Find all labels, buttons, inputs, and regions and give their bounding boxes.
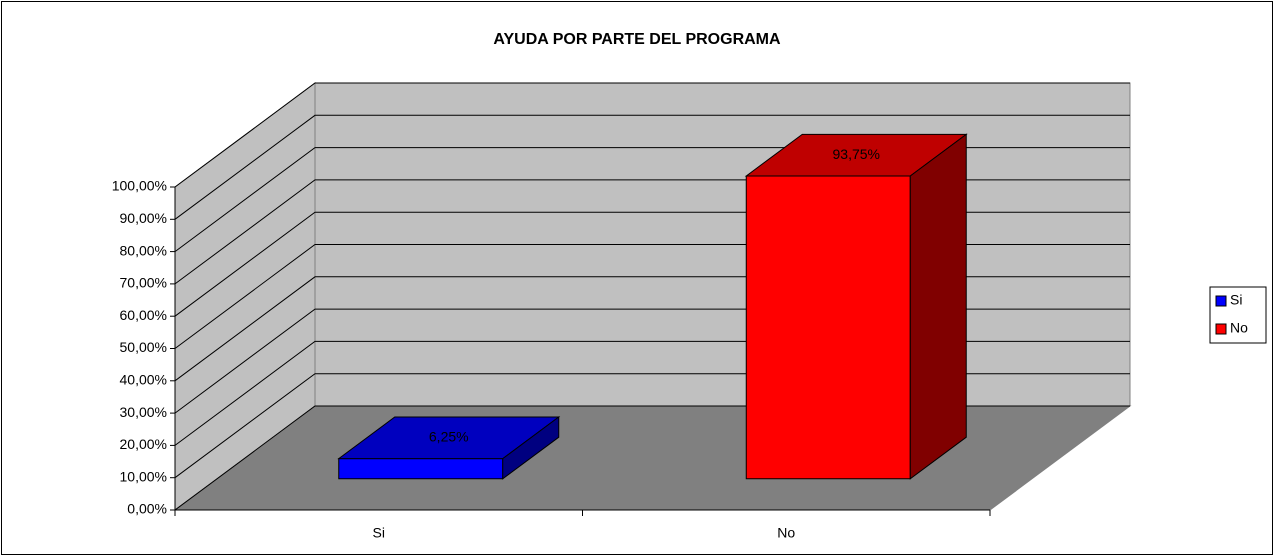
legend-swatch <box>1215 295 1227 307</box>
y-tick-label: 50,00% <box>120 339 167 355</box>
legend-label: No <box>1230 320 1248 336</box>
bar-front <box>338 458 504 480</box>
floor <box>173 405 1132 511</box>
bar-front <box>745 175 911 480</box>
y-tick-label: 70,00% <box>120 275 167 291</box>
data-label: 6,25% <box>429 429 469 445</box>
x-tick-label: No <box>777 525 795 541</box>
bar-side <box>909 133 967 480</box>
legend-swatch <box>1215 323 1227 335</box>
y-tick-label: 10,00% <box>120 468 167 484</box>
y-tick-label: 0,00% <box>127 501 167 517</box>
y-tick-label: 90,00% <box>120 210 167 226</box>
y-tick-label: 100,00% <box>112 178 167 194</box>
y-tick-label: 80,00% <box>120 242 167 258</box>
y-tick-label: 30,00% <box>120 404 167 420</box>
chart-title: AYUDA POR PARTE DEL PROGRAMA <box>493 31 781 48</box>
y-tick-label: 60,00% <box>120 307 167 323</box>
grid-line <box>174 114 1130 220</box>
grid-line <box>174 82 1130 188</box>
bar-side <box>502 416 560 480</box>
x-tick-label: Si <box>373 525 385 541</box>
y-tick-label: 40,00% <box>120 372 167 388</box>
legend-label: Si <box>1230 292 1242 308</box>
y-tick-label: 20,00% <box>120 436 167 452</box>
data-label: 93,75% <box>833 146 880 162</box>
